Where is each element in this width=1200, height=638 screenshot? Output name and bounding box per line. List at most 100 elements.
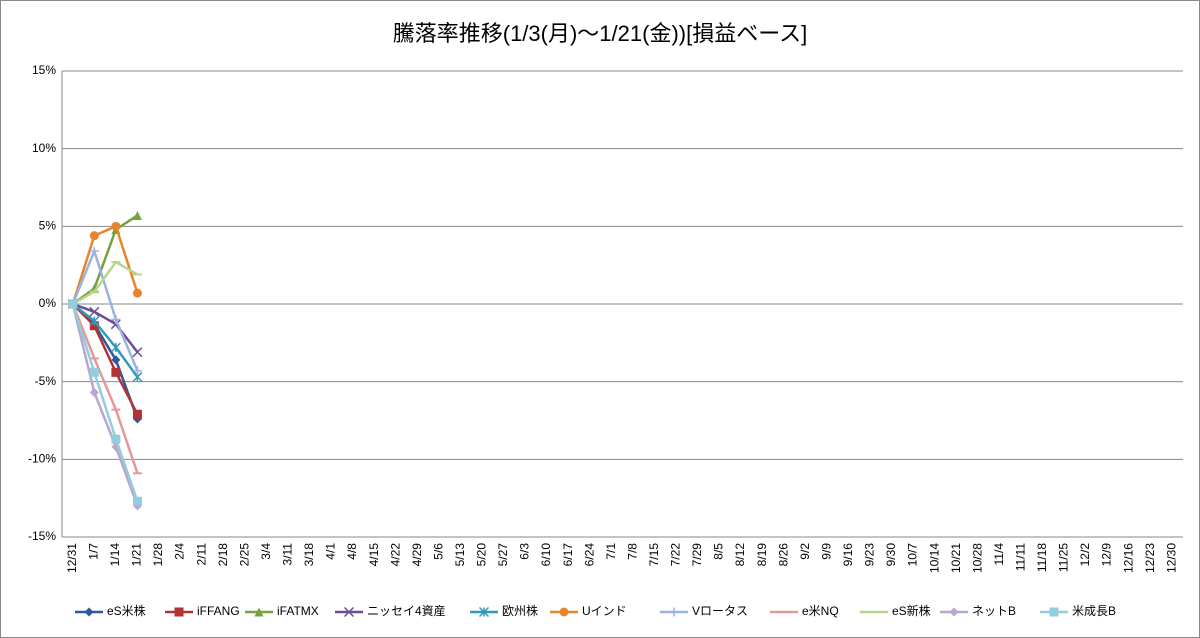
x-tick-label: 10/14 <box>927 543 941 573</box>
legend-label: ニッセイ4資産 <box>367 603 446 618</box>
y-tick-label: 10% <box>32 141 56 155</box>
marker <box>89 306 100 317</box>
marker <box>132 347 143 358</box>
legend-marker <box>559 607 569 617</box>
x-tick-label: 7/15 <box>647 543 661 567</box>
legend-label: iFFANG <box>197 604 240 618</box>
x-tick-label: 2/25 <box>237 543 251 567</box>
series-line <box>72 303 139 378</box>
legend-marker <box>949 607 959 617</box>
x-tick-label: 3/4 <box>259 543 273 560</box>
y-tick-label: 0% <box>39 296 57 310</box>
x-tick-label: 4/8 <box>345 543 359 560</box>
marker <box>89 316 100 327</box>
legend-label: Uインド <box>582 604 627 618</box>
y-tick-label: 15% <box>32 63 56 77</box>
marker <box>111 221 121 231</box>
legend-marker <box>254 607 264 617</box>
legend-marker <box>669 607 679 617</box>
x-tick-label: 1/7 <box>87 543 101 560</box>
x-tick-label: 4/15 <box>367 543 381 567</box>
y-tick-label: 5% <box>39 219 57 233</box>
legend-label: 米成長B <box>1072 604 1116 618</box>
marker <box>132 210 142 220</box>
x-tick-label: 12/9 <box>1100 543 1114 567</box>
x-tick-label: 7/8 <box>625 543 639 560</box>
legend-label: Vロータス <box>692 604 748 618</box>
x-tick-label: 9/2 <box>798 543 812 560</box>
x-tick-label: 1/21 <box>130 543 144 567</box>
x-tick-label: 7/29 <box>690 543 704 567</box>
x-tick-label: 6/10 <box>539 543 553 567</box>
series-line <box>72 302 139 353</box>
x-tick-label: 5/6 <box>431 543 445 560</box>
x-tick-label: 11/18 <box>1035 543 1049 572</box>
x-tick-label: 7/22 <box>669 543 683 567</box>
x-tick-label: 11/4 <box>992 543 1006 566</box>
legend-label: iFATMX <box>277 604 319 618</box>
x-tick-label: 9/30 <box>884 543 898 567</box>
x-tick-label: 8/26 <box>776 543 790 567</box>
legend-marker <box>84 607 94 617</box>
x-tick-label: 2/18 <box>216 543 230 567</box>
legend-marker <box>343 606 355 618</box>
x-tick-label: 9/16 <box>841 543 855 567</box>
chart-title: 騰落率推移(1/3(月)～1/21(金))[損益ベース] <box>393 21 807 46</box>
marker <box>89 367 99 377</box>
x-tick-label: 12/23 <box>1143 543 1157 573</box>
x-tick-label: 8/12 <box>733 543 747 567</box>
legend-label: eS新株 <box>892 603 931 618</box>
x-tick-label: 3/11 <box>281 543 295 566</box>
series-line <box>72 214 139 306</box>
legend-marker <box>478 606 490 618</box>
marker <box>111 315 121 325</box>
x-tick-label: 1/28 <box>151 543 165 567</box>
x-tick-label: 4/22 <box>388 543 402 567</box>
x-tick-label: 5/27 <box>496 543 510 567</box>
y-tick-label: -10% <box>28 452 56 466</box>
x-tick-label: 9/23 <box>863 543 877 567</box>
marker <box>89 321 99 331</box>
legend-label: ネットB <box>972 604 1016 618</box>
series-line <box>71 224 139 305</box>
marker <box>89 246 99 256</box>
legend-label: 欧州株 <box>502 603 538 618</box>
x-tick-label: 6/3 <box>518 543 532 560</box>
x-tick-label: 2/4 <box>173 543 187 560</box>
series-line <box>71 303 139 415</box>
x-tick-label: 4/29 <box>410 543 424 567</box>
x-tick-label: 8/19 <box>755 543 769 567</box>
legend-marker <box>1049 607 1059 617</box>
marker <box>110 342 121 353</box>
x-tick-label: 4/1 <box>324 543 338 560</box>
x-tick-label: 5/13 <box>453 543 467 567</box>
x-tick-label: 12/16 <box>1121 543 1135 573</box>
x-tick-label: 5/20 <box>475 543 489 567</box>
x-tick-label: 9/9 <box>819 543 833 560</box>
y-tick-label: -15% <box>28 529 56 543</box>
x-tick-label: 10/28 <box>970 543 984 573</box>
x-tick-label: 12/31 <box>65 543 79 573</box>
x-tick-label: 6/24 <box>582 543 596 567</box>
x-tick-label: 10/7 <box>906 543 920 567</box>
series-line <box>71 303 139 474</box>
x-tick-label: 12/2 <box>1078 543 1092 567</box>
y-tick-label: -5% <box>35 374 57 388</box>
marker <box>111 434 121 444</box>
x-tick-label: 2/11 <box>194 543 208 566</box>
marker <box>89 231 99 241</box>
x-tick-label: 10/21 <box>949 543 963 573</box>
marker <box>89 388 99 398</box>
x-tick-label: 11/25 <box>1057 543 1071 572</box>
series-line <box>71 303 139 507</box>
x-tick-label: 1/14 <box>108 543 122 567</box>
marker <box>111 355 121 365</box>
x-tick-label: 7/1 <box>604 543 618 560</box>
x-tick-label: 3/18 <box>302 543 316 567</box>
x-tick-label: 11/11 <box>1013 543 1027 572</box>
marker <box>111 367 121 377</box>
marker <box>132 496 142 506</box>
series-line <box>71 247 139 372</box>
